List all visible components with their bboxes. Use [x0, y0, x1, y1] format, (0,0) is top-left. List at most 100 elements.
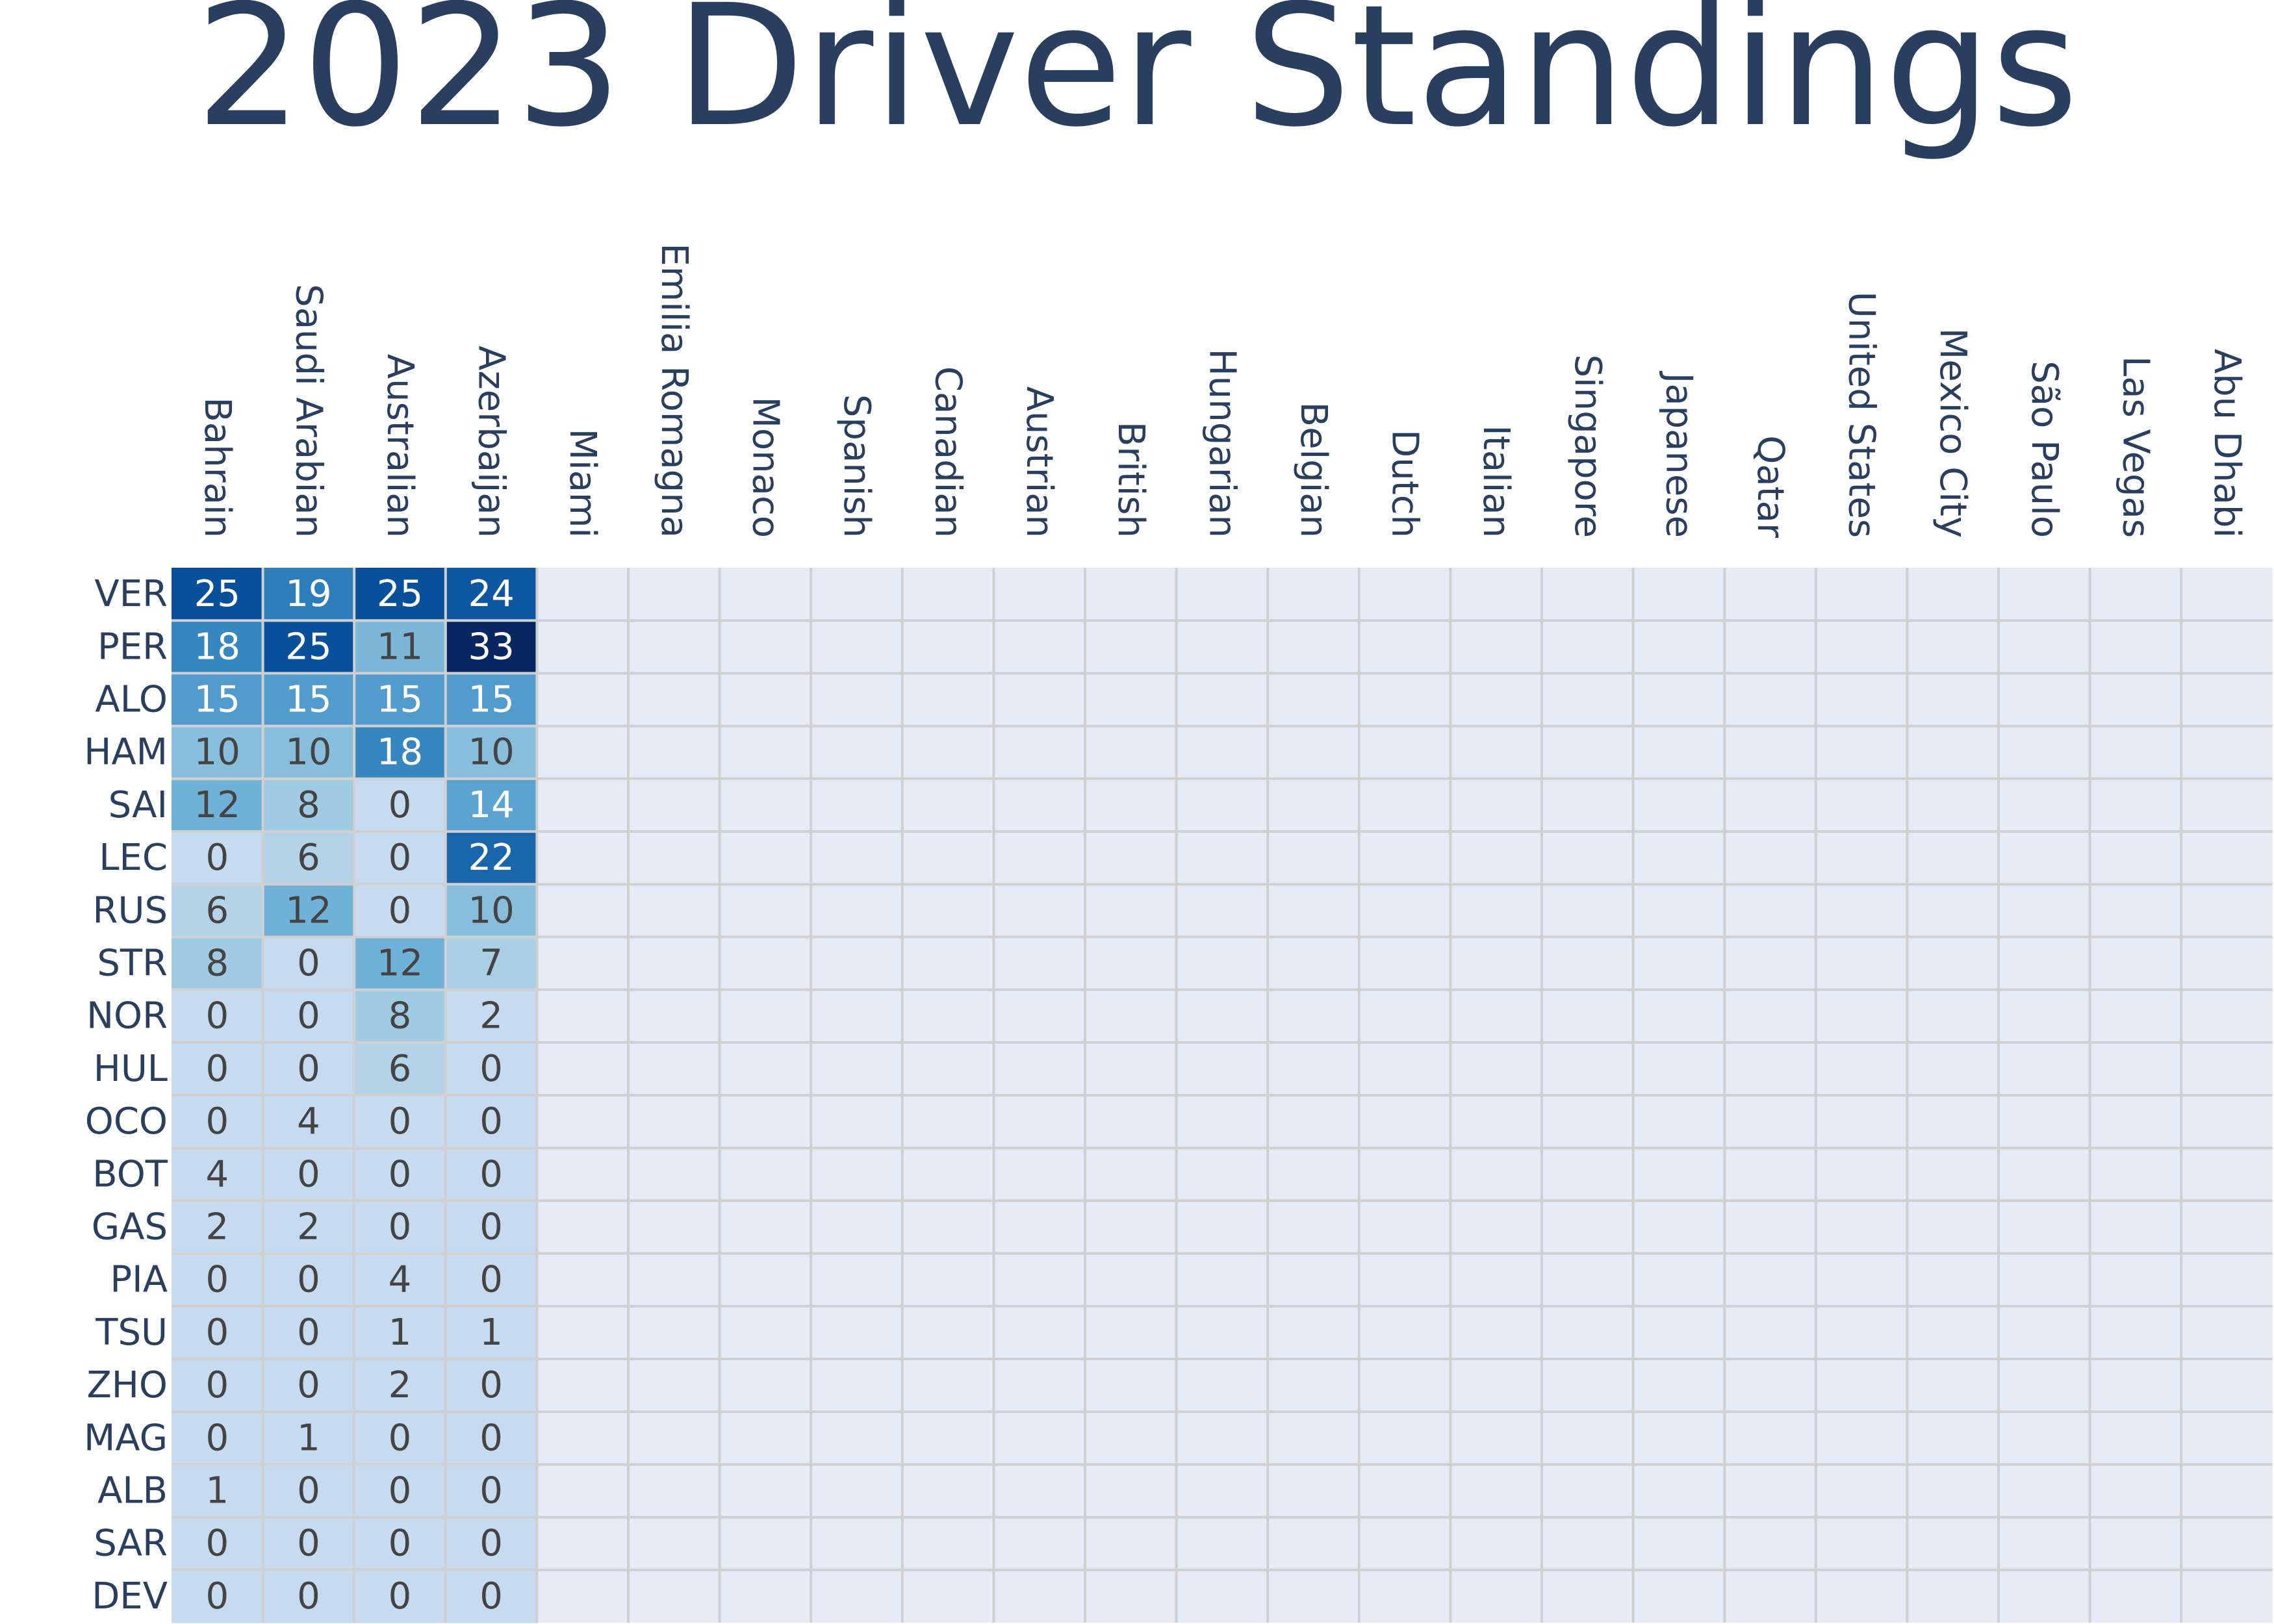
chart-title: 2023 Driver Standings — [195, 0, 2079, 164]
heatmap-cell — [172, 620, 264, 674]
column-label: Italian — [1475, 425, 1517, 538]
heatmap-cell — [354, 937, 446, 991]
heatmap-cell — [172, 726, 264, 780]
column-label: Spanish — [836, 394, 878, 538]
cell-value-label: 0 — [389, 784, 412, 826]
heatmap-cell — [262, 1253, 355, 1307]
heatmap-cell — [172, 1412, 264, 1465]
cell-value-label: 0 — [205, 1417, 229, 1459]
cell-value-label: 0 — [389, 1417, 412, 1459]
column-label: Azerbaijan — [470, 346, 513, 538]
cell-value-label: 1 — [205, 1470, 229, 1512]
cell-value-label: 0 — [297, 1523, 320, 1565]
cell-value-label: 0 — [479, 1259, 503, 1301]
heatmap-cell — [354, 1517, 446, 1571]
cell-value-label: 18 — [377, 731, 423, 774]
column-label: Austrian — [1018, 387, 1060, 538]
cell-value-label: 19 — [285, 573, 331, 615]
cell-value-label: 22 — [468, 837, 514, 879]
heatmap-cell — [354, 1359, 446, 1412]
cell-value-label: 10 — [468, 731, 514, 774]
cell-value-label: 25 — [285, 626, 331, 668]
cell-value-label: 4 — [297, 1100, 320, 1143]
cell-value-label: 0 — [389, 837, 412, 879]
cell-value-label: 0 — [205, 1259, 229, 1301]
heatmap-cell — [262, 673, 355, 727]
heatmap-cell — [172, 937, 264, 991]
cell-value-label: 12 — [377, 943, 423, 985]
heatmap-cell — [354, 673, 446, 727]
cell-value-label: 1 — [389, 1312, 412, 1354]
cell-value-label: 0 — [479, 1100, 503, 1143]
heatmap-cell — [445, 1253, 537, 1307]
cell-value-label: 0 — [205, 1364, 229, 1406]
cell-value-label: 33 — [468, 626, 514, 668]
row-label: ALB — [97, 1470, 168, 1512]
cell-value-label: 0 — [479, 1206, 503, 1249]
heatmap-cell — [262, 831, 355, 885]
cell-value-label: 0 — [479, 1470, 503, 1512]
heatmap-cell — [445, 1042, 537, 1096]
column-label: Monaco — [744, 397, 786, 538]
column-label: Emilia Romagna — [653, 243, 695, 538]
heatmap-cell — [262, 620, 355, 674]
cell-value-label: 12 — [194, 784, 240, 826]
heatmap-cell — [262, 937, 355, 991]
heatmap-cell — [262, 1148, 355, 1201]
heatmap-cell — [262, 1359, 355, 1412]
heatmap-cell — [172, 1517, 264, 1571]
heatmap-cell — [354, 726, 446, 780]
heatmap-cell — [354, 989, 446, 1043]
row-label: RUS — [93, 889, 168, 932]
heatmap-cell — [445, 884, 537, 937]
heatmap-cell — [262, 1200, 355, 1254]
cell-value-label: 0 — [297, 1364, 320, 1406]
column-label: United States — [1841, 292, 1883, 538]
heatmap-cell — [172, 831, 264, 885]
cell-value-label: 0 — [205, 1575, 229, 1618]
cell-value-label: 0 — [389, 1100, 412, 1143]
cell-value-label: 0 — [297, 943, 320, 985]
heatmap-cell — [172, 884, 264, 937]
heatmap-cell — [354, 831, 446, 885]
row-label: SAR — [94, 1523, 168, 1565]
heatmap-cell — [172, 1306, 264, 1360]
row-labels: VER PER ALO HAM SAI LEC RUS STR NOR HUL OCO BOT GAS P… — [84, 573, 168, 1618]
cell-value-label: 10 — [194, 731, 240, 774]
heatmap-cell — [354, 1464, 446, 1518]
cell-value-label: 0 — [479, 1417, 503, 1459]
heatmap-cell — [172, 1253, 264, 1307]
row-label: MAG — [84, 1417, 168, 1459]
heatmap-cell — [262, 884, 355, 937]
cell-value-label: 8 — [389, 995, 412, 1037]
heatmap-cell — [172, 1464, 264, 1518]
cell-value-label: 15 — [377, 679, 423, 721]
cell-value-label: 10 — [285, 731, 331, 774]
cell-value-label: 6 — [205, 889, 229, 932]
cell-value-label: 25 — [194, 573, 240, 615]
cell-value-label: 6 — [297, 837, 320, 879]
heatmap-cell — [354, 568, 446, 621]
cell-value-label: 0 — [205, 1523, 229, 1565]
cell-value-label: 0 — [389, 1523, 412, 1565]
heatmap-cell — [262, 1517, 355, 1571]
heatmap-cell — [445, 1464, 537, 1518]
cell-value-label: 7 — [479, 943, 503, 985]
row-label: VER — [94, 573, 168, 615]
heatmap-cell — [445, 1200, 537, 1254]
heatmap-cell — [445, 989, 537, 1043]
heatmap-cell — [445, 1412, 537, 1465]
cell-value-label: 18 — [194, 626, 240, 668]
heatmap-cell — [445, 568, 537, 621]
cell-value-label: 0 — [389, 889, 412, 932]
row-label: GAS — [92, 1206, 168, 1249]
row-label: TSU — [95, 1312, 168, 1354]
cell-value-label: 0 — [205, 995, 229, 1037]
column-label: British — [1110, 422, 1152, 538]
column-label: Canadian — [927, 366, 969, 538]
cell-value-label: 0 — [479, 1364, 503, 1406]
heatmap-cell — [354, 1148, 446, 1201]
row-label: NOR — [86, 995, 168, 1037]
